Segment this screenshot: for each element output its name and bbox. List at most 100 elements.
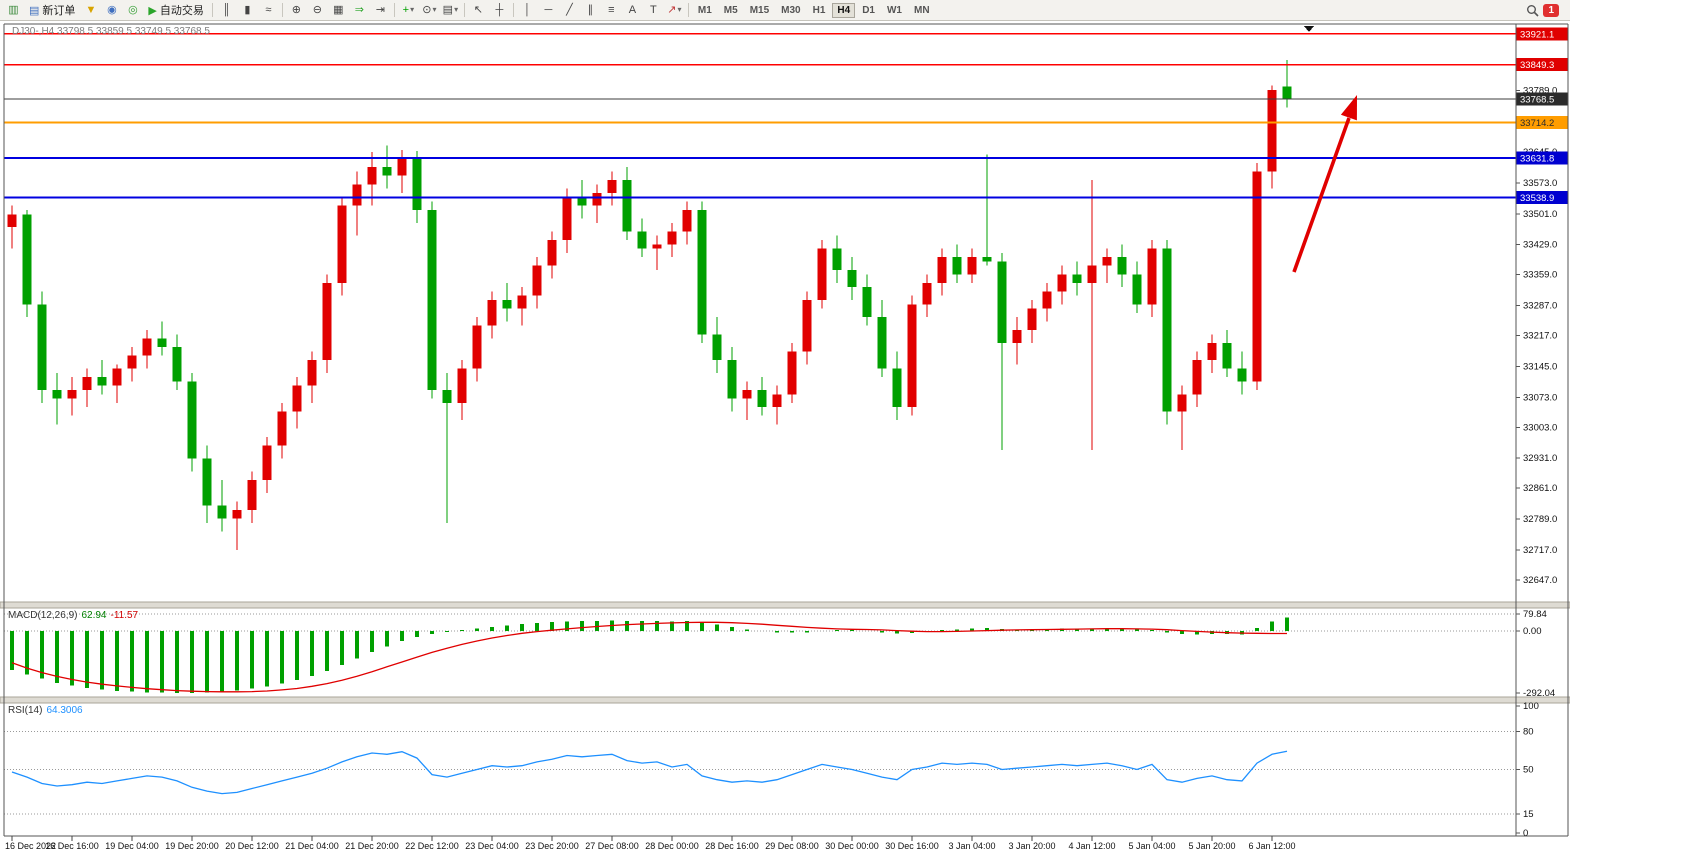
candle-body [247,480,257,511]
timeframe-w1[interactable]: W1 [886,4,902,16]
chart-shift-icon[interactable]: ⇥ [370,1,391,20]
equidistant-channel-icon[interactable]: ∥ [580,1,601,20]
macd-plot-area[interactable] [4,608,1516,697]
toolbar-separator [687,3,689,17]
crosshair-icon[interactable]: ┼ [489,1,510,20]
notification-badge[interactable]: 1 [1543,3,1559,17]
new-chart-icon[interactable]: ▥ [3,1,24,20]
text-label-icon[interactable]: T [643,1,664,20]
funnel-icon[interactable]: ▼ [80,1,101,20]
signals-icon[interactable]: ◎ [122,1,143,20]
toolbar-separator [211,3,213,17]
timeframe-m15[interactable]: M15 [749,4,770,16]
candle-body [592,192,602,206]
candle-body [712,334,722,361]
support-line-blue-33538-price-text: 33538.9 [1520,193,1554,204]
current-price-line-price-text: 33768.5 [1520,95,1554,106]
candle-body [667,231,677,245]
macd-indicator-label: MACD(12,26,9) 62.94 -11.57 [8,610,138,621]
horizontal-line-icon[interactable]: ─ [538,1,559,20]
line-chart-icon: ≈ [265,3,272,16]
candle-body [217,505,227,519]
price-tick-label: 32647.0 [1523,575,1557,586]
text-icon[interactable]: A [622,1,643,20]
indicators-icon[interactable]: + ▾ [398,1,419,20]
timeframe-h4[interactable]: H4 [832,2,856,18]
search-icon[interactable] [1522,1,1543,20]
templates-icon-dropdown-arrow[interactable]: ▾ [454,5,459,14]
arrows-icon[interactable]: ↗ ▾ [664,1,685,20]
candlestick-icon: ▮ [244,3,251,16]
timeframe-m30[interactable]: M30 [781,4,801,16]
vertical-line-icon: │ [523,3,531,16]
candle-body [67,390,77,399]
candle-body [7,214,17,228]
horizontal-lines-layer [4,33,1516,199]
candle-body [907,304,917,408]
periods-icon-dropdown-arrow[interactable]: ▾ [432,5,437,14]
templates-icon[interactable]: ▤ ▾ [440,1,461,20]
zoom-out-icon[interactable]: ⊖ [307,1,328,20]
chart-canvas[interactable]: 33789.033717.033645.033573.033501.033429… [0,0,1570,860]
toolbar-separator [512,3,514,17]
auto-scroll-icon[interactable]: ⇒ [349,1,370,20]
periods-icon[interactable]: ⊙ ▾ [419,1,440,20]
time-tick-label: 5 Jan 20:00 [1188,841,1235,851]
zoom-in-icon[interactable]: ⊕ [286,1,307,20]
auto-trading-button[interactable]: ▶ 自动交易 [143,2,208,19]
price-tick-label: 33217.0 [1523,331,1557,342]
fibonacci-icon[interactable]: ≡ [601,1,622,20]
tile-windows-icon[interactable]: ▦ [328,1,349,20]
price-tick-label: 33789.0 [1523,85,1557,96]
toolbar-separator [281,3,283,17]
candle-body [967,257,977,275]
candle-body [337,205,347,283]
templates-icon: ▤ [442,3,454,16]
vertical-line-icon[interactable]: │ [517,1,538,20]
rsi-plot-area[interactable] [4,703,1516,836]
time-tick-label: 16 Dec 2022 [5,841,56,851]
candle-body [937,257,947,283]
cursor-icon[interactable]: ↖ [468,1,489,20]
time-tick-label: 5 Jan 04:00 [1128,841,1175,851]
candle-body [97,377,107,386]
timeframe-mn[interactable]: MN [913,4,930,16]
current-price-line-price-label [1516,92,1568,106]
candle-body [112,368,122,386]
timeframe-m1[interactable]: M1 [697,4,712,16]
macd-tick-label: 79.84 [1523,609,1547,620]
time-tick-label: 22 Dec 12:00 [405,841,459,851]
crosshair-icon: ┼ [495,3,504,16]
candle-body [1162,248,1172,412]
candle-body [172,347,182,382]
indicators-icon-dropdown-arrow[interactable]: ▾ [410,5,415,14]
trend-arrow-annotation[interactable] [1292,95,1357,273]
timeframe-h1[interactable]: H1 [812,4,826,16]
candle-body [1222,342,1232,369]
periods-icon: ⊙ [422,3,432,16]
panel-separator-2[interactable] [0,696,1570,704]
panel-separator-1[interactable] [0,601,1570,609]
new-order-button[interactable]: ▤ 新订单 [24,2,80,19]
candle-body [1147,248,1157,305]
price-tick-label: 33145.0 [1523,361,1557,372]
resistance-line-33849-price-label [1516,58,1568,72]
candle-body [1102,257,1112,266]
timeframe-m5[interactable]: M5 [723,4,738,16]
candle-body [442,390,452,403]
main-plot-area[interactable] [4,24,1516,602]
trendline-icon[interactable]: ╱ [559,1,580,20]
line-chart-icon[interactable]: ≈ [258,1,279,20]
price-scale[interactable]: 33789.033717.033645.033573.033501.033429… [1516,27,1568,839]
profiles-icon[interactable]: ◉ [101,1,122,20]
arrows-icon-dropdown-arrow[interactable]: ▾ [677,5,682,14]
trend-arrow-head [1340,95,1357,121]
resistance-line-33921-price-label [1516,27,1568,41]
timeframe-d1[interactable]: D1 [862,4,875,16]
funnel-icon: ▼ [85,3,97,16]
bar-chart-icon[interactable]: ║ [216,1,237,20]
candle-body [697,210,707,335]
candle-body [1177,394,1187,412]
candlestick-icon[interactable]: ▮ [237,1,258,20]
